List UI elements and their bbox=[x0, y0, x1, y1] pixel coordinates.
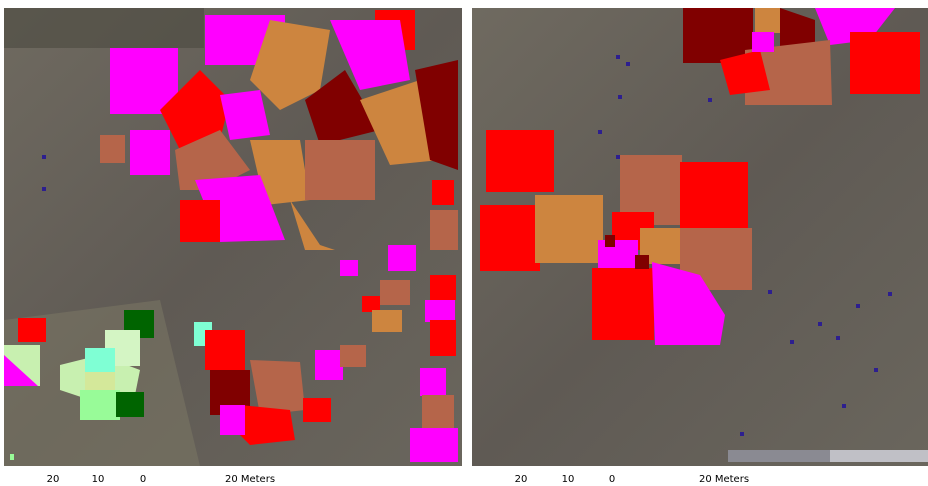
map-view: 20 10 0 20 Meters 20 10 0 20 Meters bbox=[0, 0, 928, 486]
scale-label: 0 bbox=[609, 474, 615, 485]
scale-bar: 20 10 0 20 Meters bbox=[515, 474, 749, 485]
scale-label: 20 bbox=[515, 474, 528, 485]
scale-label: 0 bbox=[140, 474, 146, 485]
scale-bar: 20 10 0 20 Meters bbox=[47, 474, 275, 485]
left-map-panel bbox=[4, 8, 462, 466]
scale-label: 10 bbox=[92, 474, 105, 485]
scale-label: 20 Meters bbox=[699, 474, 749, 485]
scale-label: 20 Meters bbox=[225, 474, 275, 485]
scale-label: 20 bbox=[47, 474, 60, 485]
scrollbar-thumb[interactable] bbox=[830, 450, 928, 462]
scale-label: 10 bbox=[562, 474, 575, 485]
right-map-panel bbox=[472, 8, 928, 466]
